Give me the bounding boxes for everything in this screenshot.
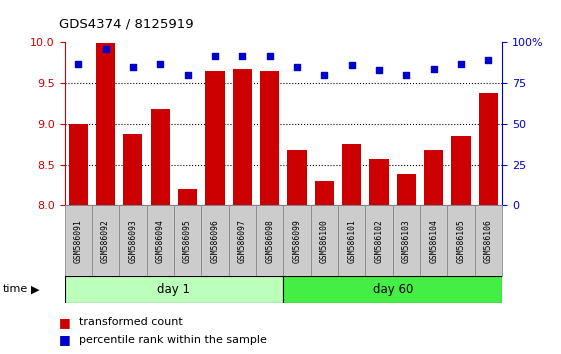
Text: GSM586101: GSM586101 [347, 219, 356, 263]
Text: GSM586104: GSM586104 [429, 219, 438, 263]
FancyBboxPatch shape [92, 205, 119, 276]
Bar [96, 43, 115, 205]
Text: transformed count: transformed count [79, 317, 182, 327]
Bar [315, 181, 334, 205]
Text: day 1: day 1 [158, 283, 190, 296]
Bar [424, 150, 443, 205]
Text: GSM586091: GSM586091 [73, 219, 82, 263]
Text: GSM586100: GSM586100 [320, 219, 329, 263]
Bar [370, 159, 389, 205]
Point [156, 61, 165, 67]
Bar [287, 150, 306, 205]
FancyBboxPatch shape [201, 205, 229, 276]
Text: ■: ■ [59, 316, 71, 329]
Text: GSM586097: GSM586097 [238, 219, 247, 263]
Bar [68, 124, 88, 205]
FancyBboxPatch shape [420, 205, 448, 276]
Point [320, 72, 329, 78]
Text: GSM586099: GSM586099 [292, 219, 301, 263]
FancyBboxPatch shape [311, 205, 338, 276]
FancyBboxPatch shape [283, 205, 311, 276]
Bar [178, 189, 197, 205]
Bar [123, 135, 142, 205]
Bar [260, 71, 279, 205]
Point [429, 66, 438, 72]
Text: GSM586098: GSM586098 [265, 219, 274, 263]
Point [347, 62, 356, 68]
Point [457, 61, 466, 67]
Point [128, 64, 137, 70]
FancyBboxPatch shape [119, 205, 146, 276]
FancyBboxPatch shape [393, 205, 420, 276]
Text: GSM586103: GSM586103 [402, 219, 411, 263]
Text: GSM586093: GSM586093 [128, 219, 137, 263]
Point [402, 72, 411, 78]
Bar [205, 71, 224, 205]
Text: percentile rank within the sample: percentile rank within the sample [79, 335, 266, 345]
Point [265, 53, 274, 58]
FancyBboxPatch shape [65, 276, 283, 303]
FancyBboxPatch shape [448, 205, 475, 276]
Point [183, 72, 192, 78]
Text: GSM586095: GSM586095 [183, 219, 192, 263]
Text: time: time [3, 284, 28, 295]
Bar [397, 175, 416, 205]
Text: GDS4374 / 8125919: GDS4374 / 8125919 [59, 17, 194, 30]
Text: GSM586106: GSM586106 [484, 219, 493, 263]
FancyBboxPatch shape [365, 205, 393, 276]
Bar [233, 69, 252, 205]
Bar [342, 144, 361, 205]
FancyBboxPatch shape [174, 205, 201, 276]
Text: ▶: ▶ [31, 284, 39, 295]
Text: ■: ■ [59, 333, 71, 346]
Bar [479, 93, 498, 205]
FancyBboxPatch shape [256, 205, 283, 276]
Point [375, 67, 384, 73]
Point [73, 61, 82, 67]
Text: GSM586094: GSM586094 [156, 219, 165, 263]
Text: GSM586102: GSM586102 [375, 219, 384, 263]
Point [292, 64, 301, 70]
Bar [151, 109, 170, 205]
Text: GSM586105: GSM586105 [457, 219, 466, 263]
Point [238, 53, 247, 58]
Point [101, 46, 110, 52]
Text: day 60: day 60 [373, 283, 413, 296]
Point [484, 58, 493, 63]
FancyBboxPatch shape [283, 276, 502, 303]
FancyBboxPatch shape [338, 205, 365, 276]
FancyBboxPatch shape [65, 205, 92, 276]
FancyBboxPatch shape [146, 205, 174, 276]
FancyBboxPatch shape [475, 205, 502, 276]
FancyBboxPatch shape [229, 205, 256, 276]
Text: GSM586096: GSM586096 [210, 219, 219, 263]
Bar [452, 136, 471, 205]
Text: GSM586092: GSM586092 [101, 219, 110, 263]
Point [210, 53, 219, 58]
